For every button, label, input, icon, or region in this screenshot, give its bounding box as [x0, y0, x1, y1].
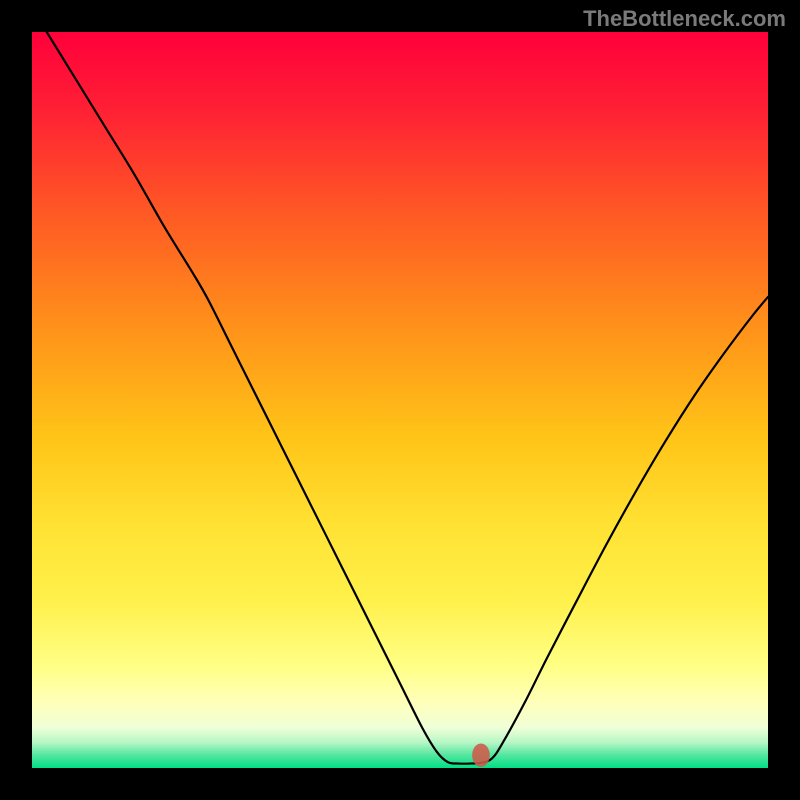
bottleneck-chart: TheBottleneck.com	[0, 0, 800, 800]
chart-svg	[0, 0, 800, 800]
chart-plot-area	[32, 32, 768, 768]
optimal-marker	[472, 743, 490, 767]
